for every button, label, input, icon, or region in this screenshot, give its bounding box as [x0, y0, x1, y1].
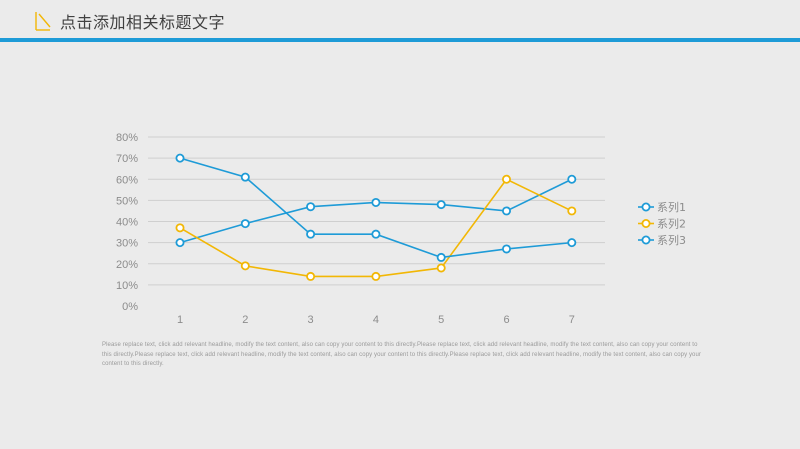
- y-tick-label: 0%: [122, 301, 138, 313]
- series-line-2: [179, 178, 573, 278]
- data-point: [501, 174, 511, 184]
- page-title[interactable]: 点击添加相关标题文字: [60, 13, 226, 32]
- data-point: [436, 252, 446, 262]
- data-point: [371, 271, 381, 281]
- y-tick-label: 10%: [116, 280, 138, 292]
- data-point: [436, 200, 446, 210]
- data-point: [567, 238, 577, 248]
- data-point: [501, 244, 511, 254]
- data-point: [501, 206, 511, 216]
- y-tick-label: 20%: [116, 259, 138, 271]
- y-tick-label: 40%: [116, 217, 138, 229]
- x-tick-label: 5: [438, 314, 444, 326]
- y-tick-label: 80%: [116, 132, 138, 144]
- y-tick-label: 70%: [116, 153, 138, 165]
- y-tick-label: 60%: [116, 174, 138, 186]
- data-point: [567, 174, 577, 184]
- x-tick-label: 4: [373, 314, 379, 326]
- data-point: [436, 263, 446, 273]
- data-point: [306, 229, 316, 239]
- x-tick-label: 7: [569, 314, 575, 326]
- y-tick-label: 50%: [116, 195, 138, 207]
- legend-label: 系列2: [657, 217, 686, 231]
- x-tick-label: 6: [503, 314, 509, 326]
- corner-logo-icon: [35, 12, 51, 31]
- y-tick-label: 30%: [116, 238, 138, 250]
- data-point: [371, 197, 381, 207]
- legend-label: 系列3: [657, 233, 686, 247]
- data-point: [175, 238, 185, 248]
- x-tick-label: 1: [177, 314, 183, 326]
- data-point: [567, 206, 577, 216]
- x-tick-label: 3: [308, 314, 314, 326]
- header-accent-bar: [0, 38, 800, 42]
- data-point: [240, 261, 250, 271]
- legend-marker: [641, 235, 651, 245]
- body-text[interactable]: Please replace text, click add relevant …: [102, 342, 702, 367]
- data-point: [306, 271, 316, 281]
- data-point: [240, 219, 250, 229]
- data-point: [175, 153, 185, 163]
- x-tick-label: 2: [242, 314, 248, 326]
- slide-header: 点击添加相关标题文字: [0, 0, 800, 40]
- legend-marker: [641, 202, 651, 212]
- legend-marker: [641, 218, 651, 228]
- legend-label: 系列1: [657, 200, 686, 214]
- data-point: [306, 202, 316, 212]
- data-point: [175, 223, 185, 233]
- data-point: [371, 229, 381, 239]
- data-point: [240, 172, 250, 182]
